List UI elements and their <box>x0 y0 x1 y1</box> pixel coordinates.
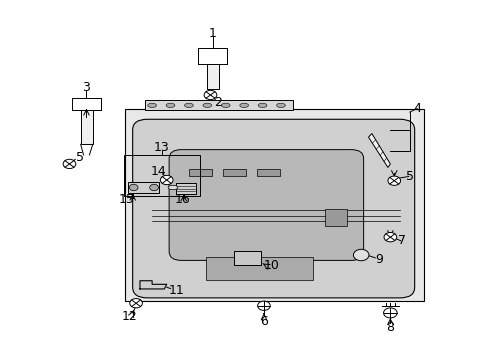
Text: 10: 10 <box>263 258 279 271</box>
Circle shape <box>129 184 138 191</box>
Bar <box>188 168 211 176</box>
Text: 1: 1 <box>208 27 216 40</box>
Text: 3: 3 <box>82 81 90 94</box>
Text: 8: 8 <box>386 321 393 334</box>
Text: 5: 5 <box>405 170 413 183</box>
Circle shape <box>383 308 396 318</box>
Text: 6: 6 <box>260 315 267 328</box>
Ellipse shape <box>203 103 211 108</box>
Circle shape <box>353 249 368 261</box>
Ellipse shape <box>276 103 285 108</box>
Bar <box>206 64 218 89</box>
Bar <box>176 183 196 194</box>
Bar <box>233 251 260 265</box>
Bar <box>127 182 159 193</box>
Ellipse shape <box>258 103 266 108</box>
Text: 4: 4 <box>412 102 420 115</box>
Circle shape <box>160 175 173 185</box>
Ellipse shape <box>147 103 156 108</box>
Circle shape <box>129 298 142 308</box>
Ellipse shape <box>221 103 230 108</box>
FancyBboxPatch shape <box>169 150 363 260</box>
Bar <box>81 111 93 144</box>
Text: 16: 16 <box>174 193 190 206</box>
Text: 11: 11 <box>168 284 184 297</box>
Ellipse shape <box>168 185 178 190</box>
Polygon shape <box>368 134 389 167</box>
Circle shape <box>203 90 216 100</box>
Ellipse shape <box>166 103 175 108</box>
Bar <box>222 168 245 176</box>
Circle shape <box>387 176 400 185</box>
Circle shape <box>257 301 270 310</box>
Ellipse shape <box>239 103 248 108</box>
Circle shape <box>63 159 76 168</box>
Circle shape <box>383 233 396 242</box>
Text: 15: 15 <box>119 193 135 206</box>
Bar <box>324 209 346 226</box>
Polygon shape <box>125 109 424 301</box>
Text: 12: 12 <box>121 310 137 323</box>
Circle shape <box>149 184 158 191</box>
Text: 7: 7 <box>397 234 405 247</box>
Bar <box>256 168 280 176</box>
FancyBboxPatch shape <box>132 119 414 298</box>
Text: 13: 13 <box>154 141 169 154</box>
Text: 14: 14 <box>150 165 166 178</box>
Bar <box>144 100 292 111</box>
Text: 9: 9 <box>375 253 383 266</box>
Text: 2: 2 <box>213 96 221 109</box>
Text: 5: 5 <box>76 151 84 165</box>
Bar <box>124 155 200 196</box>
Bar <box>205 257 312 280</box>
Ellipse shape <box>184 103 193 108</box>
